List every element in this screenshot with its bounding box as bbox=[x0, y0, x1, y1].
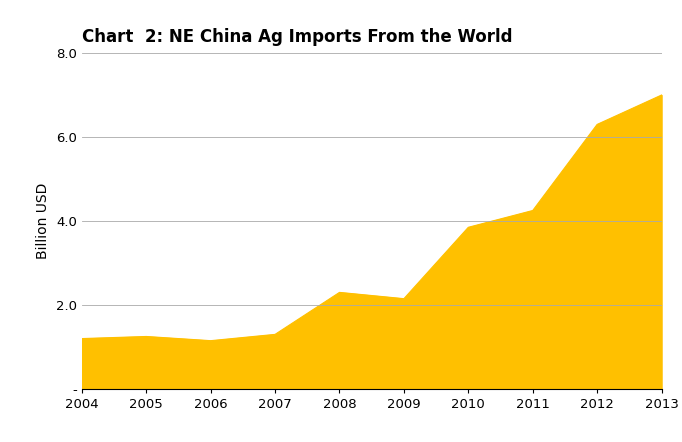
Y-axis label: Billion USD: Billion USD bbox=[36, 183, 50, 259]
Text: Chart  2: NE China Ag Imports From the World: Chart 2: NE China Ag Imports From the Wo… bbox=[82, 28, 512, 46]
